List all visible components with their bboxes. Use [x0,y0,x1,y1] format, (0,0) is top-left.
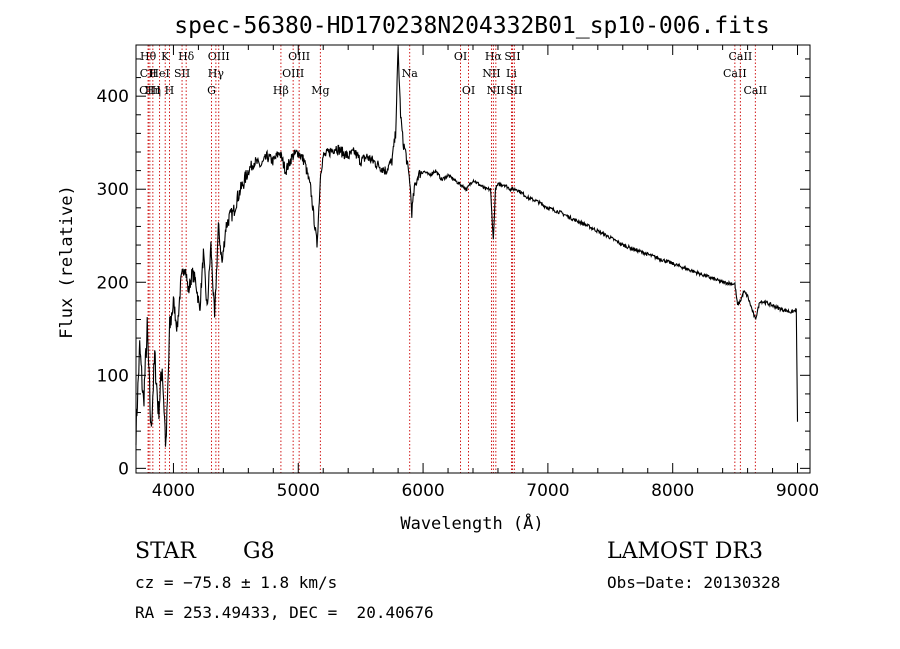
x-tick-label: 9000 [776,481,819,501]
y-axis-label: Flux (relative) [57,185,77,339]
line-marker-label: Mg [311,84,329,97]
y-tick-label: 200 [97,273,129,293]
object-class: STAR [135,539,196,564]
line-marker-label: SII [174,67,190,80]
survey-name: LAMOST DR3 [607,539,763,564]
line-marker-label: OIII [288,50,310,63]
line-marker-label: Hα [485,50,503,63]
redshift-velocity: cz = −75.8 ± 1.8 km/s [135,573,338,592]
line-marker-label: OIII [208,50,230,63]
line-marker-label: Na [402,67,419,80]
line-marker-label: OI [454,50,467,63]
x-axis: 4000 5000 6000 7000 8000 9000 [152,45,819,501]
line-marker-label: G [207,84,216,97]
line-marker-label: Hβ [273,84,289,97]
line-marker-label: CIII [139,84,160,97]
line-marker-label: SII [506,84,522,97]
x-tick-label: 4000 [152,481,195,501]
observation-date: Obs−Date: 20130328 [607,573,781,592]
y-axis: 0 100 200 300 400 [97,58,810,479]
object-subclass: G8 [243,539,275,564]
plot-frame [135,44,811,474]
x-axis-label: Wavelength (Å) [400,512,543,534]
x-tick-label: 5000 [277,481,320,501]
line-marker-label: K [161,50,170,63]
line-marker-label: H [165,84,175,97]
line-marker-label: CaII [729,50,753,63]
line-marker-label: HeI [149,67,169,80]
chart-title: spec-56380-HD170238N204332B01_sp10-006.f… [174,13,769,39]
y-tick-label: 100 [97,366,129,386]
y-tick-label: 0 [118,459,129,479]
line-marker-label: SII [504,50,520,63]
line-marker-label: Hγ [208,67,225,80]
line-marker-label: CaII [743,84,767,97]
spectrum-series [135,47,799,447]
spectrum-chart: spec-56380-HD170238N204332B01_sp10-006.f… [57,13,819,534]
spectrum-line [135,47,799,447]
line-marker-label: OI [462,84,475,97]
line-marker-label: Li [506,67,517,80]
sky-coordinates: RA = 253.49433, DEC = 20.40676 [135,603,434,622]
y-tick-label: 300 [97,180,129,200]
line-marker-label: NII [482,67,500,80]
line-marker-label: CaII [723,67,747,80]
x-tick-label: 8000 [651,481,694,501]
line-marker-label: Hη [145,84,161,97]
line-marker-label: OIII [282,67,304,80]
y-tick-label: 400 [97,87,129,107]
x-tick-label: 6000 [401,481,444,501]
line-marker-label: NII [487,84,505,97]
x-tick-label: 7000 [526,481,569,501]
line-marker-label: Hδ [178,50,195,63]
